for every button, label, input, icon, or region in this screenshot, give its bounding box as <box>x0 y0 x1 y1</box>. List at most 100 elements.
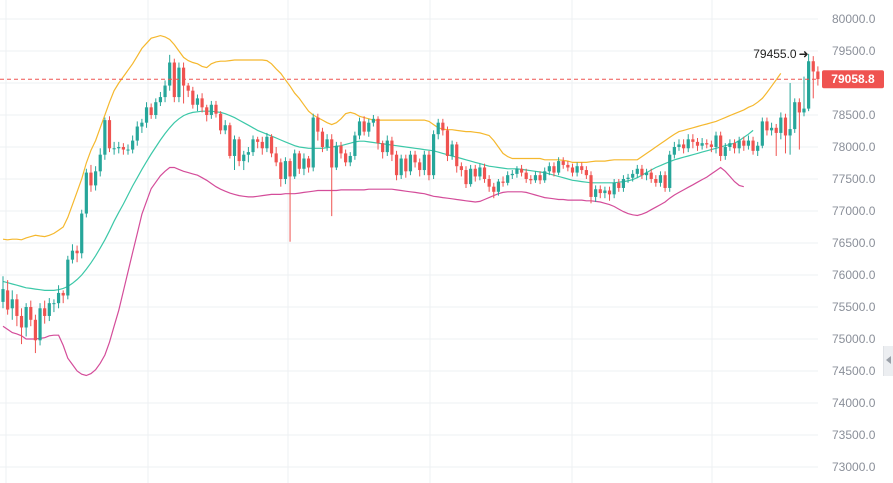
candle <box>510 170 514 179</box>
candle <box>756 141 760 156</box>
candle-body <box>469 168 473 185</box>
candle <box>302 153 306 176</box>
price-scale-collapse-handle[interactable] <box>883 346 893 376</box>
candle-body <box>89 172 93 186</box>
candle-body <box>547 166 551 172</box>
candle <box>311 113 315 172</box>
candle-body <box>533 175 538 181</box>
candle <box>29 300 33 327</box>
candle-body <box>297 153 301 169</box>
candle-body <box>561 161 565 165</box>
candle-body <box>436 122 440 135</box>
candle-body <box>677 144 681 147</box>
candle <box>168 54 172 91</box>
candle <box>561 157 565 169</box>
candle-body <box>334 145 338 168</box>
candle <box>15 294 19 327</box>
candle-body <box>306 158 311 168</box>
candle-body <box>760 121 764 146</box>
candle <box>80 209 84 259</box>
candle-body <box>265 136 269 149</box>
candle <box>478 163 482 181</box>
candle <box>385 135 389 156</box>
candle <box>677 139 681 151</box>
candle-body <box>43 308 47 316</box>
candle <box>436 118 440 140</box>
candle-body <box>529 179 533 181</box>
candle-body <box>506 175 510 183</box>
candle <box>547 162 551 176</box>
candle-body <box>1 289 5 302</box>
candle <box>33 314 38 354</box>
candle <box>306 155 311 173</box>
candle-body <box>274 153 278 163</box>
candle-body <box>80 213 84 254</box>
candle-body <box>575 166 579 173</box>
candle-body <box>293 153 297 177</box>
candle <box>635 164 639 178</box>
candle <box>658 171 663 187</box>
candle-body <box>70 250 75 260</box>
candle-body <box>186 85 190 91</box>
candle-body <box>75 250 79 254</box>
candle-body <box>283 161 288 179</box>
candle <box>242 150 246 171</box>
candle <box>769 122 774 136</box>
candle <box>649 168 653 183</box>
candle <box>524 168 528 183</box>
y-tick-label-10: 75000.0 <box>832 332 876 346</box>
candle-body <box>501 181 505 183</box>
candle <box>668 150 672 192</box>
candle-body <box>691 139 695 142</box>
candle-body <box>418 162 422 171</box>
candle <box>598 185 602 199</box>
candle-body <box>33 319 38 341</box>
candle <box>760 117 764 149</box>
candle <box>445 126 450 162</box>
candle <box>682 139 686 154</box>
candle <box>543 167 547 183</box>
candle-body <box>802 108 806 113</box>
candle-body <box>325 139 329 147</box>
candle-body <box>385 140 389 153</box>
candle <box>580 162 584 174</box>
candle <box>288 158 292 242</box>
candle-body <box>455 144 459 167</box>
candle-body <box>663 175 667 188</box>
candle <box>404 154 408 178</box>
candle-body <box>705 143 709 145</box>
candle <box>135 121 139 146</box>
candle <box>52 299 56 313</box>
candle <box>519 164 524 177</box>
candle <box>362 116 366 136</box>
high-price-arrow-icon: ➜ <box>799 47 809 61</box>
candle <box>149 103 153 119</box>
y-tick-label-13: 73500.0 <box>832 428 876 442</box>
candle-body <box>445 130 450 156</box>
candle-body <box>316 117 320 132</box>
candle-body <box>131 140 135 150</box>
candle-body <box>765 121 769 131</box>
candle <box>441 118 445 136</box>
candle <box>816 66 820 86</box>
candle <box>774 123 778 156</box>
candle <box>390 136 394 162</box>
y-axis[interactable]: 80000.079500.079000.078500.078000.077500… <box>832 12 876 474</box>
candle <box>394 150 399 181</box>
candle <box>158 91 163 107</box>
candle-body <box>774 127 778 133</box>
candle-body <box>191 90 195 105</box>
y-tick-label-11: 74500.0 <box>832 364 876 378</box>
candle-body <box>594 189 598 197</box>
candle <box>533 171 538 183</box>
candle <box>251 135 255 156</box>
candle <box>464 166 468 188</box>
candle <box>719 131 723 162</box>
candle-body <box>19 315 24 328</box>
candle-body <box>431 134 436 176</box>
candle <box>163 80 167 103</box>
candle <box>144 102 149 128</box>
candle <box>695 138 700 151</box>
candle <box>371 115 375 127</box>
